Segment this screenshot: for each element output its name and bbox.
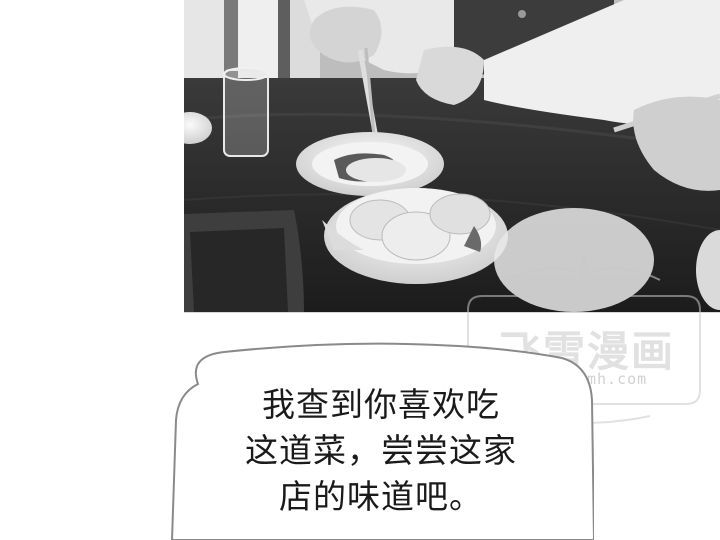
speech-line: 店的味道吧。 — [196, 474, 566, 520]
speech-text: 我查到你喜欢吃 这道菜，尝尝这家 店的味道吧。 — [196, 382, 566, 520]
comic-panel — [184, 0, 720, 312]
restaurant-table-illustration — [184, 0, 720, 312]
speech-line: 这道菜，尝尝这家 — [196, 428, 566, 474]
speech-line: 我查到你喜欢吃 — [196, 382, 566, 428]
